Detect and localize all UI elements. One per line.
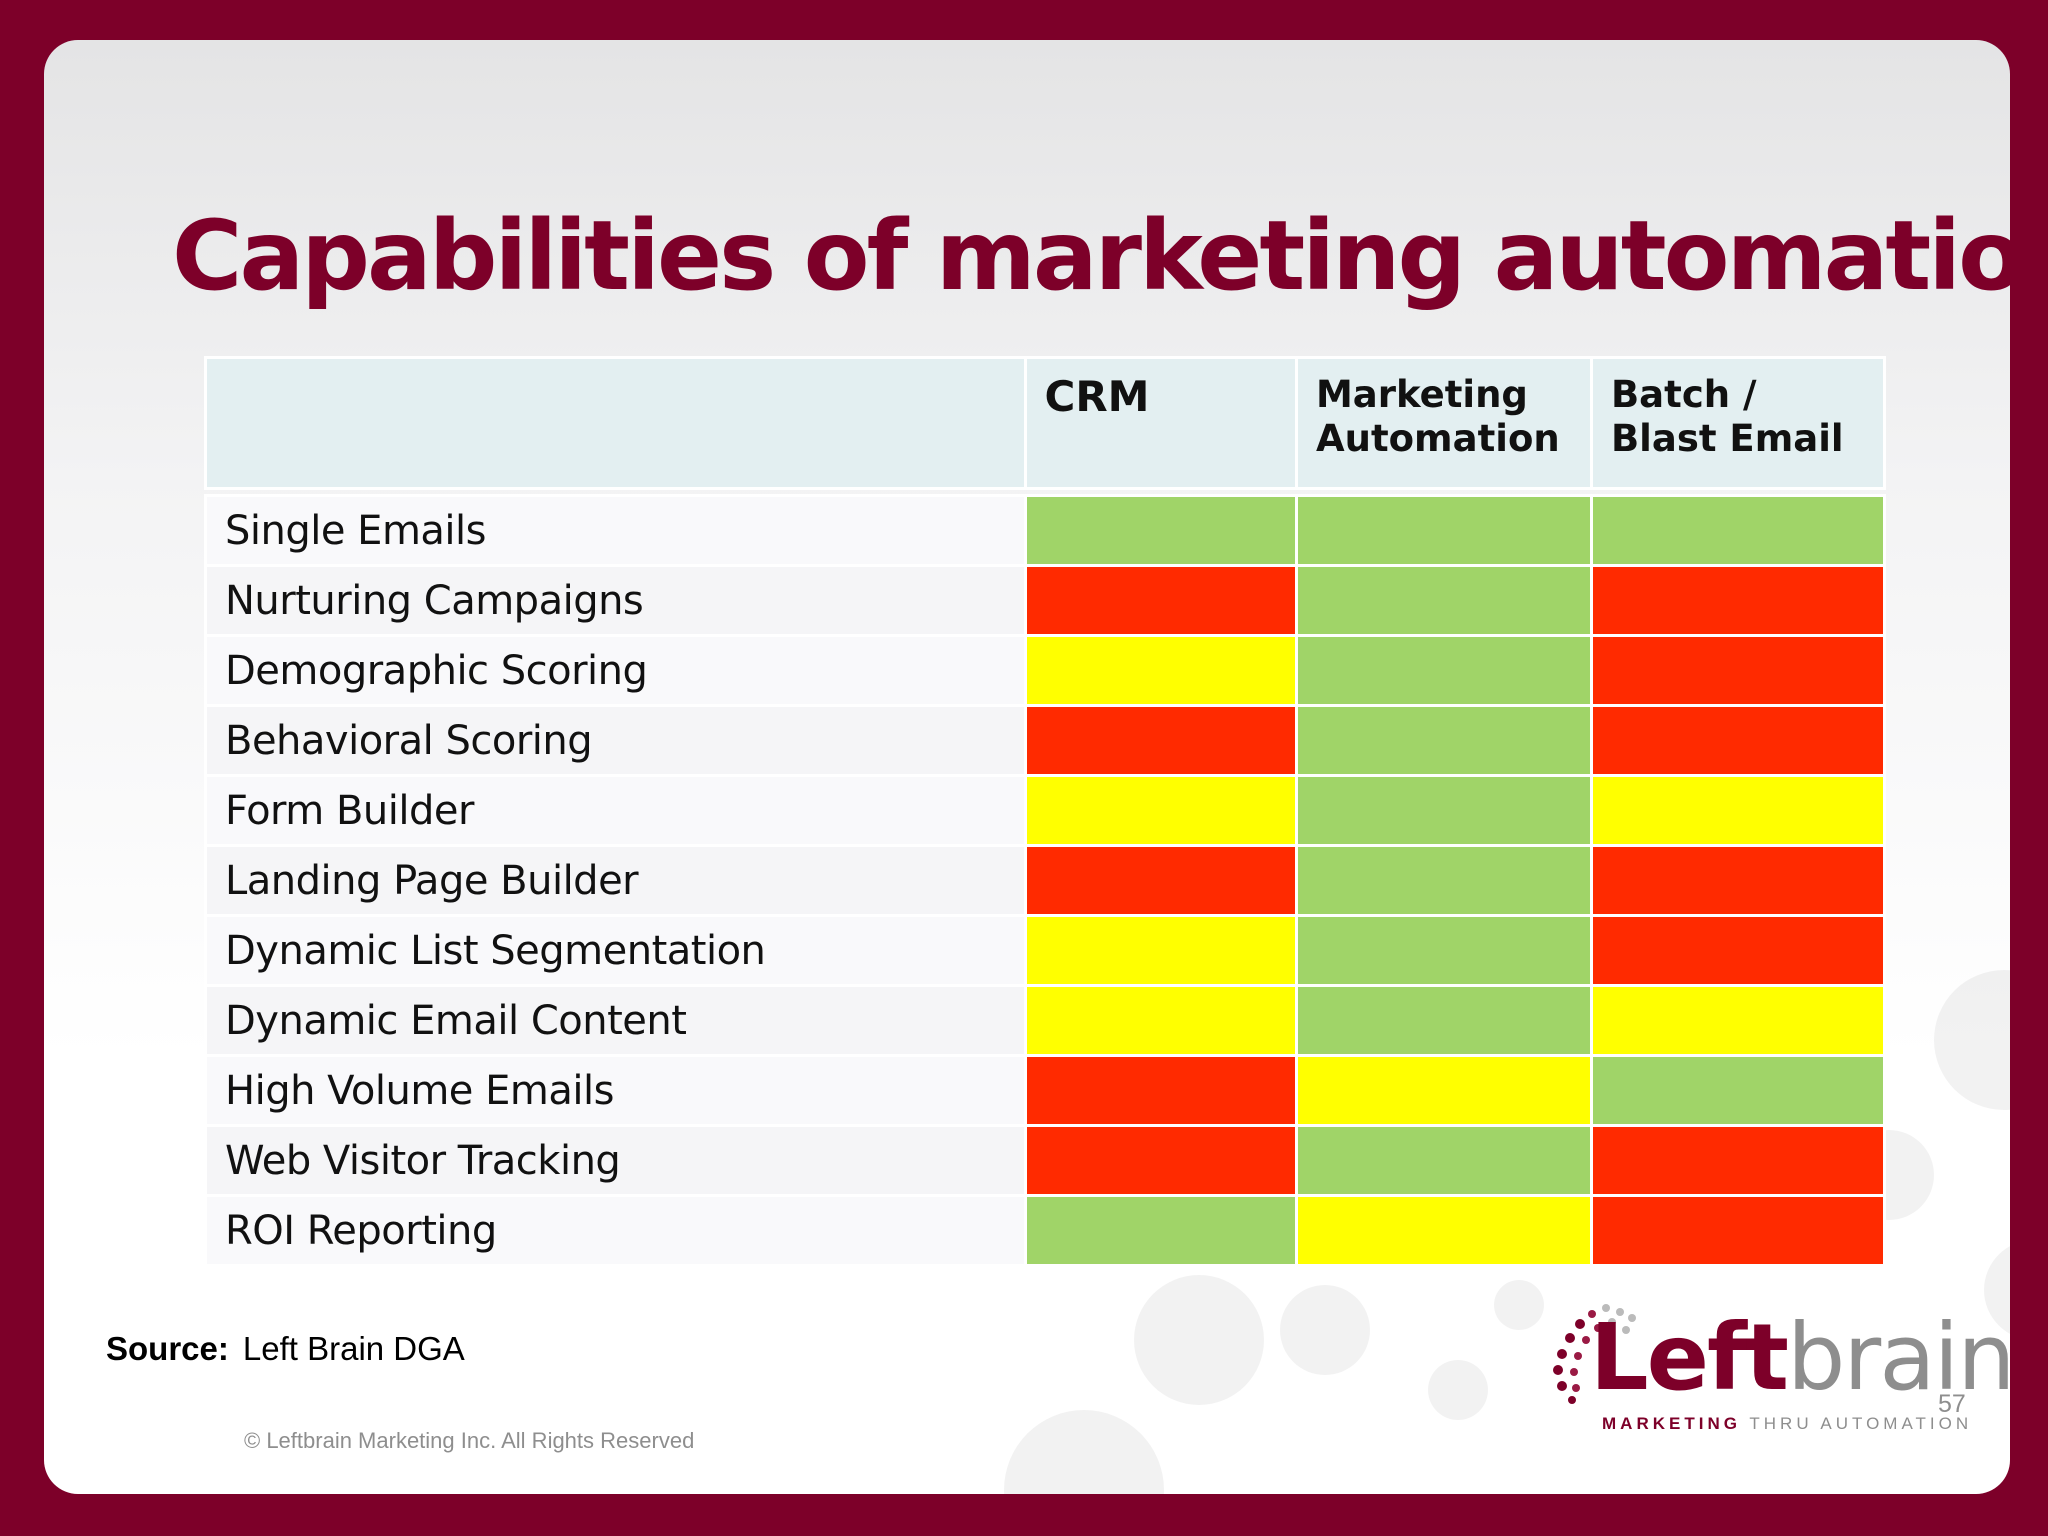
- rating-cell-red: [1023, 704, 1298, 777]
- rating-cell-yellow: [1023, 984, 1298, 1057]
- rating-cell-red: [1589, 1194, 1887, 1267]
- rating-cell-green: [1294, 914, 1593, 987]
- table-row: ROI Reporting: [204, 1194, 1887, 1267]
- table-row: Behavioral Scoring: [204, 704, 1887, 777]
- page-number: 57: [1938, 1390, 1966, 1418]
- table-row: High Volume Emails: [204, 1054, 1887, 1127]
- source-note: Source: Left Brain DGA: [106, 1330, 465, 1368]
- rating-cell-green: [1294, 494, 1593, 567]
- header-row: CRM Marketing Automation Batch / Blast E…: [204, 356, 1887, 490]
- rating-cell-red: [1589, 844, 1887, 917]
- row-label: Behavioral Scoring: [204, 704, 1027, 777]
- copyright-notice: © Leftbrain Marketing Inc. All Rights Re…: [244, 1428, 695, 1453]
- row-label: Form Builder: [204, 774, 1027, 847]
- table-row: Form Builder: [204, 774, 1887, 847]
- rating-cell-yellow: [1023, 914, 1298, 987]
- rating-cell-red: [1589, 914, 1887, 987]
- rating-cell-green: [1589, 494, 1887, 567]
- logo-dots-icon: [1553, 1304, 1636, 1404]
- row-label: Landing Page Builder: [204, 844, 1027, 917]
- row-label: Single Emails: [204, 494, 1027, 567]
- row-label: Dynamic List Segmentation: [204, 914, 1027, 987]
- row-label: Nurturing Campaigns: [204, 564, 1027, 637]
- table-row: Nurturing Campaigns: [204, 564, 1887, 637]
- rating-cell-yellow: [1023, 774, 1298, 847]
- header-batch-blast-email: Batch / Blast Email: [1589, 356, 1887, 490]
- bg-bubble: [1428, 1360, 1488, 1420]
- rating-cell-red: [1589, 634, 1887, 707]
- table-row: Dynamic Email Content: [204, 984, 1887, 1057]
- slide: Capabilities of marketing automation CRM…: [44, 40, 2010, 1494]
- rating-cell-green: [1294, 564, 1593, 637]
- capability-matrix: CRM Marketing Automation Batch / Blast E…: [204, 356, 1887, 1267]
- row-label: ROI Reporting: [204, 1194, 1027, 1267]
- table-row: Web Visitor Tracking: [204, 1124, 1887, 1197]
- header-crm: CRM: [1023, 356, 1298, 490]
- rating-cell-red: [1023, 564, 1298, 637]
- logo-wordmark: Leftbrain: [1590, 1304, 2010, 1411]
- header-marketing-automation: Marketing Automation: [1294, 356, 1593, 490]
- bg-bubble: [1004, 1410, 1164, 1494]
- source-label: Source:: [106, 1330, 229, 1367]
- table-row: Single Emails: [204, 494, 1887, 567]
- rating-cell-green: [1589, 1054, 1887, 1127]
- rating-cell-green: [1294, 774, 1593, 847]
- bg-bubble: [1134, 1275, 1264, 1405]
- table-row: Dynamic List Segmentation: [204, 914, 1887, 987]
- bg-bubble: [1280, 1285, 1370, 1375]
- rating-cell-yellow: [1294, 1194, 1593, 1267]
- rating-cell-green: [1294, 844, 1593, 917]
- header-spacer: [206, 489, 1885, 496]
- rating-cell-green: [1023, 1194, 1298, 1267]
- rating-cell-green: [1294, 634, 1593, 707]
- rating-cell-red: [1023, 844, 1298, 917]
- leftbrain-logo: Leftbrain MARKETING THRU AUTOMATION: [1546, 1302, 2010, 1494]
- row-label: Web Visitor Tracking: [204, 1124, 1027, 1197]
- slide-title: Capabilities of marketing automation: [172, 200, 2010, 312]
- table-row: Demographic Scoring: [204, 634, 1887, 707]
- rating-cell-red: [1589, 1124, 1887, 1197]
- source-value: Left Brain DGA: [242, 1330, 465, 1367]
- rating-cell-green: [1294, 704, 1593, 777]
- rating-cell-red: [1023, 1054, 1298, 1127]
- rating-cell-yellow: [1023, 634, 1298, 707]
- rating-cell-red: [1589, 704, 1887, 777]
- row-label: Demographic Scoring: [204, 634, 1027, 707]
- rating-cell-yellow: [1589, 984, 1887, 1057]
- row-label: High Volume Emails: [204, 1054, 1027, 1127]
- rating-cell-green: [1294, 984, 1593, 1057]
- rating-cell-green: [1023, 494, 1298, 567]
- rating-cell-yellow: [1589, 774, 1887, 847]
- rating-cell-green: [1294, 1124, 1593, 1197]
- bg-bubble: [1934, 970, 2010, 1110]
- rating-cell-red: [1589, 564, 1887, 637]
- bg-bubble: [1494, 1280, 1544, 1330]
- rating-cell-red: [1023, 1124, 1298, 1197]
- row-label: Dynamic Email Content: [204, 984, 1027, 1057]
- header-blank-cell: [204, 356, 1027, 490]
- logo-tagline: MARKETING THRU AUTOMATION: [1602, 1414, 1973, 1433]
- rating-cell-yellow: [1294, 1054, 1593, 1127]
- table-row: Landing Page Builder: [204, 844, 1887, 917]
